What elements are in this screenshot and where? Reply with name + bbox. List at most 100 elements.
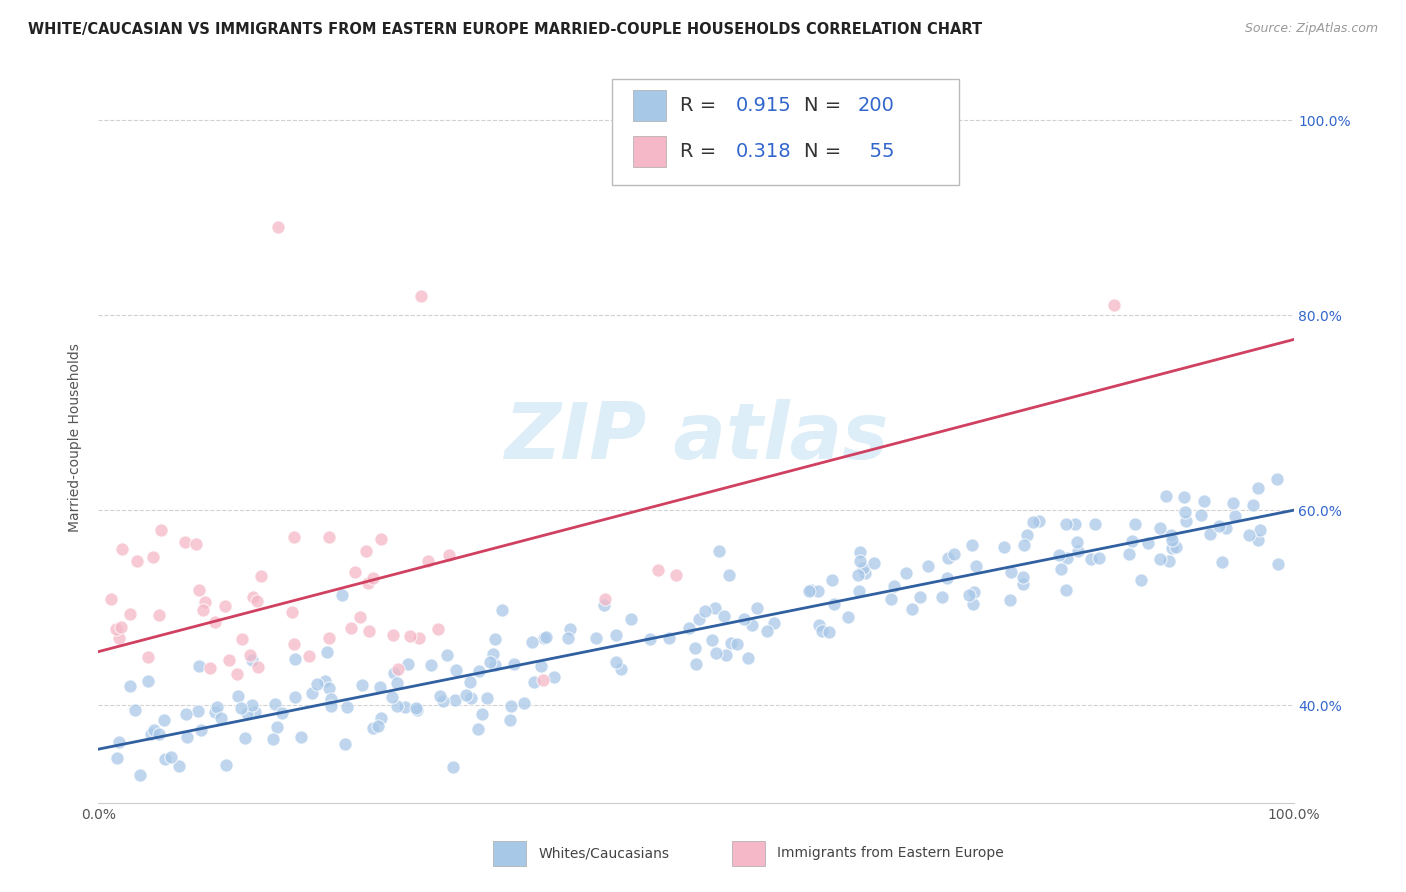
Point [820,574,842,588]
Point [468,665,491,679]
Point [368,681,391,695]
Point [1160,533,1182,548]
Point [432,694,454,708]
Point [340,621,363,635]
Point [491,603,513,617]
Point [901,602,924,616]
Point [593,592,616,607]
Point [405,701,427,715]
Point [529,659,551,673]
Point [382,666,405,681]
Point [908,590,931,604]
Point [1011,570,1033,584]
Point [105,622,128,636]
Text: R =: R = [681,143,723,161]
Point [688,612,710,626]
Point [118,607,141,622]
Point [107,735,129,749]
Text: N =: N = [804,143,846,161]
Point [593,598,616,612]
Point [810,624,832,639]
Point [380,690,402,704]
Point [336,699,359,714]
Point [283,637,305,651]
FancyBboxPatch shape [633,90,666,121]
Point [747,600,769,615]
Point [1215,521,1237,535]
Point [848,568,870,582]
Point [387,662,409,676]
Point [481,647,503,661]
Point [236,706,259,721]
Point [720,636,742,650]
Point [965,558,987,573]
Point [408,631,430,645]
Point [1265,472,1288,486]
Point [382,628,405,642]
Point [226,689,249,703]
Point [1084,516,1107,531]
Point [354,543,377,558]
Point [1237,528,1260,542]
Point [523,674,546,689]
Point [1123,516,1146,531]
Point [1149,551,1171,566]
Point [350,678,373,692]
FancyBboxPatch shape [494,841,526,866]
Point [484,632,506,646]
Point [1017,527,1039,541]
Point [737,651,759,665]
Point [385,676,408,690]
Point [1118,547,1140,561]
Point [270,706,292,720]
Point [174,707,197,722]
Point [266,720,288,734]
Text: 0.318: 0.318 [735,143,792,161]
Point [1211,555,1233,569]
Point [148,607,170,622]
Point [318,631,340,645]
Point [704,646,727,660]
Point [456,688,478,702]
Point [1012,577,1035,591]
Point [534,630,557,644]
Point [557,631,579,645]
Point [1066,535,1088,549]
Text: Immigrants from Eastern Europe: Immigrants from Eastern Europe [778,847,1004,860]
Point [960,537,983,551]
Point [1173,491,1195,505]
Point [1054,516,1077,531]
Text: ZIP atlas: ZIP atlas [503,399,889,475]
Point [405,703,427,717]
Point [460,690,482,705]
Point [1199,526,1222,541]
Point [394,700,416,714]
Point [1225,508,1247,523]
Point [105,751,128,765]
Point [411,288,433,302]
Point [1156,489,1178,503]
Point [160,750,183,764]
Point [125,554,148,568]
Point [713,609,735,624]
Point [209,711,232,725]
Point [173,534,195,549]
Point [610,662,633,676]
Point [298,649,321,664]
Point [467,722,489,736]
Point [725,637,748,651]
Point [756,624,779,638]
Point [620,612,643,626]
Point [262,731,284,746]
Point [533,631,555,645]
Point [807,584,830,599]
Point [849,554,872,568]
Point [290,730,312,744]
Point [167,758,190,772]
Point [917,559,939,574]
Point [319,692,342,706]
Point [1164,540,1187,554]
Point [658,631,681,645]
FancyBboxPatch shape [613,78,959,185]
Point [385,698,408,713]
